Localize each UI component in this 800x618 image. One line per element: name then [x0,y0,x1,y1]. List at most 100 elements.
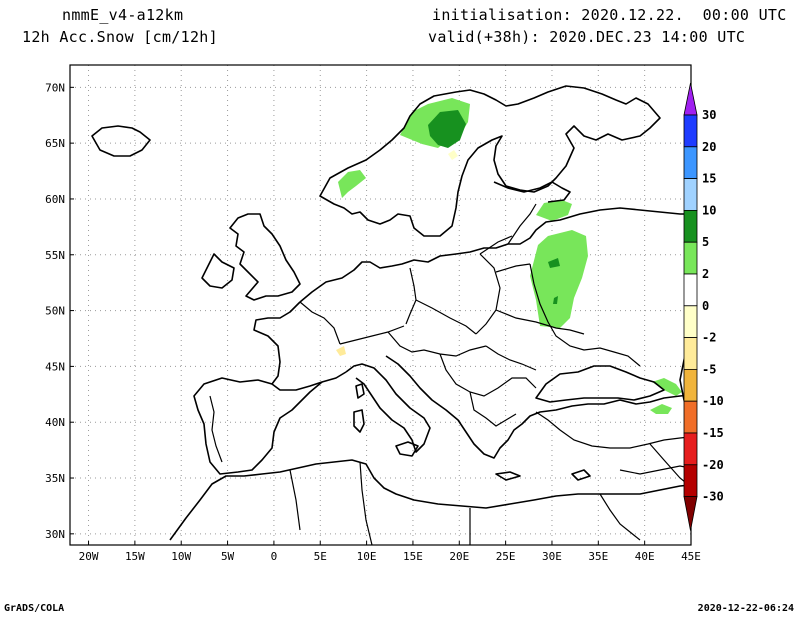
border-turkey [535,411,691,449]
colorbar-segment [683,209,698,243]
colorbar-segment [683,146,698,180]
coastlines-and-borders [91,85,691,541]
border-germany-poland [405,267,417,325]
y-tick-label: 65N [45,137,65,150]
snow-core-russia [548,258,560,268]
snow-area-norway [338,170,366,198]
y-axis-ticks: 30N 35N 40N 45N 50N 55N 60N 65N 70N [45,81,74,541]
colorbar-segment [683,178,698,211]
colorbar-label: -10 [702,394,724,408]
border-belarus-ukraine [495,309,585,335]
border-france-germany [299,301,341,345]
x-tick-label: 40E [635,550,655,563]
y-tick-label: 35N [45,472,65,485]
y-tick-label: 50N [45,305,65,318]
coastline-scandinavia [319,85,661,237]
snow-core-russia-small [553,296,558,304]
snow-area-russia [530,230,588,328]
border-germany-south [339,325,405,345]
x-tick-label: 30E [542,550,562,563]
coastline-crete [495,471,521,481]
coastline-finland-gulf [493,181,571,203]
colorbar-segment [683,400,698,434]
colorbar-label: 15 [702,172,716,186]
coastline-sardinia-corsica [353,383,365,433]
y-tick-label: 45N [45,360,65,373]
coastline-black-sea [535,365,665,403]
x-tick-label: 15E [403,550,423,563]
snow-area-alps [336,346,346,356]
coastline-iberia [193,377,323,475]
variable-name: 12h Acc.Snow [cm/12h] [22,28,218,46]
snow-area-sweden-patch [448,150,458,160]
x-tick-label: 35E [588,550,608,563]
colorbar-segment [683,464,698,497]
coastline-ireland [201,253,235,289]
coastline-continent [299,207,691,303]
country-borders [209,203,691,545]
x-tick-label: 15W [125,550,145,563]
y-tick-label: 55N [45,249,65,262]
colorbar-segment [683,241,698,275]
colorbar-segment [683,305,698,338]
colorbar-label: 2 [702,267,709,281]
border-baltics [479,203,537,273]
border-poland-south [415,299,477,335]
x-tick-label: 25E [496,550,516,563]
x-tick-label: 0 [271,550,278,563]
colorbar-label: -2 [702,331,716,345]
coastline-iceland [91,125,151,157]
colorbar-segment [683,337,698,370]
coastline-uk [229,213,301,301]
colorbar-segment [683,273,698,307]
coastline-france [253,301,347,391]
y-tick-label: 30N [45,528,65,541]
x-tick-label: 20E [449,550,469,563]
border-balkans [439,345,537,427]
x-tick-label: 10W [171,550,191,563]
border-north-africa [289,461,471,545]
y-tick-label: 60N [45,193,65,206]
border-austria-hungary [387,331,487,357]
y-tick-label: 70N [45,81,65,94]
colorbar-segment [683,432,698,466]
colorbar-label: 30 [702,108,716,122]
border-poland-east [475,253,501,335]
colorbar-label: -20 [702,458,724,472]
model-name: nmmE_v4-a12km [62,6,184,24]
colorbar-label: 5 [702,235,709,249]
initialisation-time: initialisation: 2020.12.22. 00:00 UTC [432,6,787,24]
colorbar-bottom-arrow [683,496,698,531]
colorbar-label: -5 [702,362,716,376]
snow-area-caucasus-south [650,404,672,414]
snow-fields [336,98,682,414]
y-tick-label: 40N [45,416,65,429]
colorbar-segment [683,368,698,402]
x-tick-label: 45E [681,550,701,563]
coastline-north-africa [169,459,691,541]
coastline-adriatic-balkans [385,355,691,459]
coastline-italy [345,363,431,453]
software-credit: GrADS/COLA [4,603,65,614]
colorbar-label: 0 [702,299,709,313]
x-tick-label: 10E [357,550,377,563]
colorbar-label: 20 [702,140,716,154]
snow-area-caucasus [652,378,682,396]
border-russia-west [529,263,641,367]
snow-area-russia-north [536,200,572,221]
border-spain-portugal [209,395,223,463]
graticule [70,65,691,545]
colorbar-segment [683,114,698,148]
coastline-cyprus [571,469,591,481]
valid-time: valid(+38h): 2020.DEC.23 14:00 UTC [428,28,746,46]
x-tick-label: 5W [221,550,235,563]
coastline-sicily [395,441,419,457]
colorbar-label: -30 [702,490,724,504]
snow-core-scandinavia [428,110,466,148]
x-tick-label: 20W [79,550,99,563]
x-axis-ticks: 20W 15W 10W 5W 0 5E 10E 15E 20E 25E 30E 35E 40E 45E [79,541,701,563]
colorbar-label: -15 [702,426,724,440]
x-tick-label: 5E [314,550,327,563]
